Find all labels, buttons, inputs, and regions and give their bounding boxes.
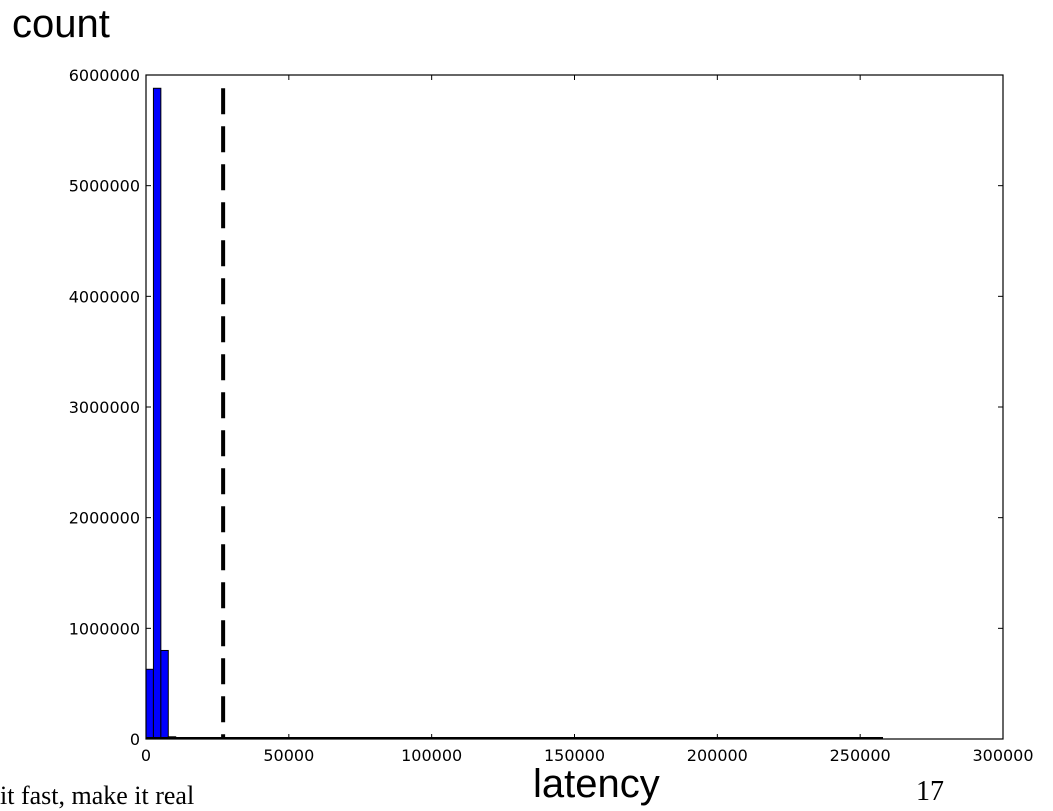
x-tick-label: 0	[141, 746, 151, 765]
y-tick-label: 6000000	[69, 66, 140, 85]
histogram-bar	[160, 649, 169, 740]
x-tick-label: 100000	[401, 746, 462, 765]
plot-frame	[145, 74, 1004, 740]
bars-layer	[145, 87, 884, 740]
y-tick-label: 1000000	[69, 619, 140, 638]
slide-page-number: 17	[916, 776, 944, 807]
x-tick-label: 150000	[544, 746, 605, 765]
x-tick-label: 300000	[972, 746, 1033, 765]
y-tick-label: 4000000	[69, 287, 140, 306]
slide-footer-text: it fast, make it real	[0, 781, 195, 810]
histogram-bar	[145, 668, 154, 740]
ticks-layer: 0100000020000003000000400000050000006000…	[69, 66, 1034, 765]
y-tick-label: 2000000	[69, 509, 140, 528]
y-tick-label: 0	[130, 730, 140, 749]
x-tick-label: 200000	[687, 746, 748, 765]
y-tick-label: 3000000	[69, 398, 140, 417]
y-tick-label: 5000000	[69, 177, 140, 196]
x-axis-label: latency	[533, 762, 660, 806]
histogram-bar	[152, 87, 162, 740]
x-tick-label: 50000	[263, 746, 314, 765]
x-tick-label: 250000	[830, 746, 891, 765]
y-axis-label: count	[12, 2, 110, 46]
